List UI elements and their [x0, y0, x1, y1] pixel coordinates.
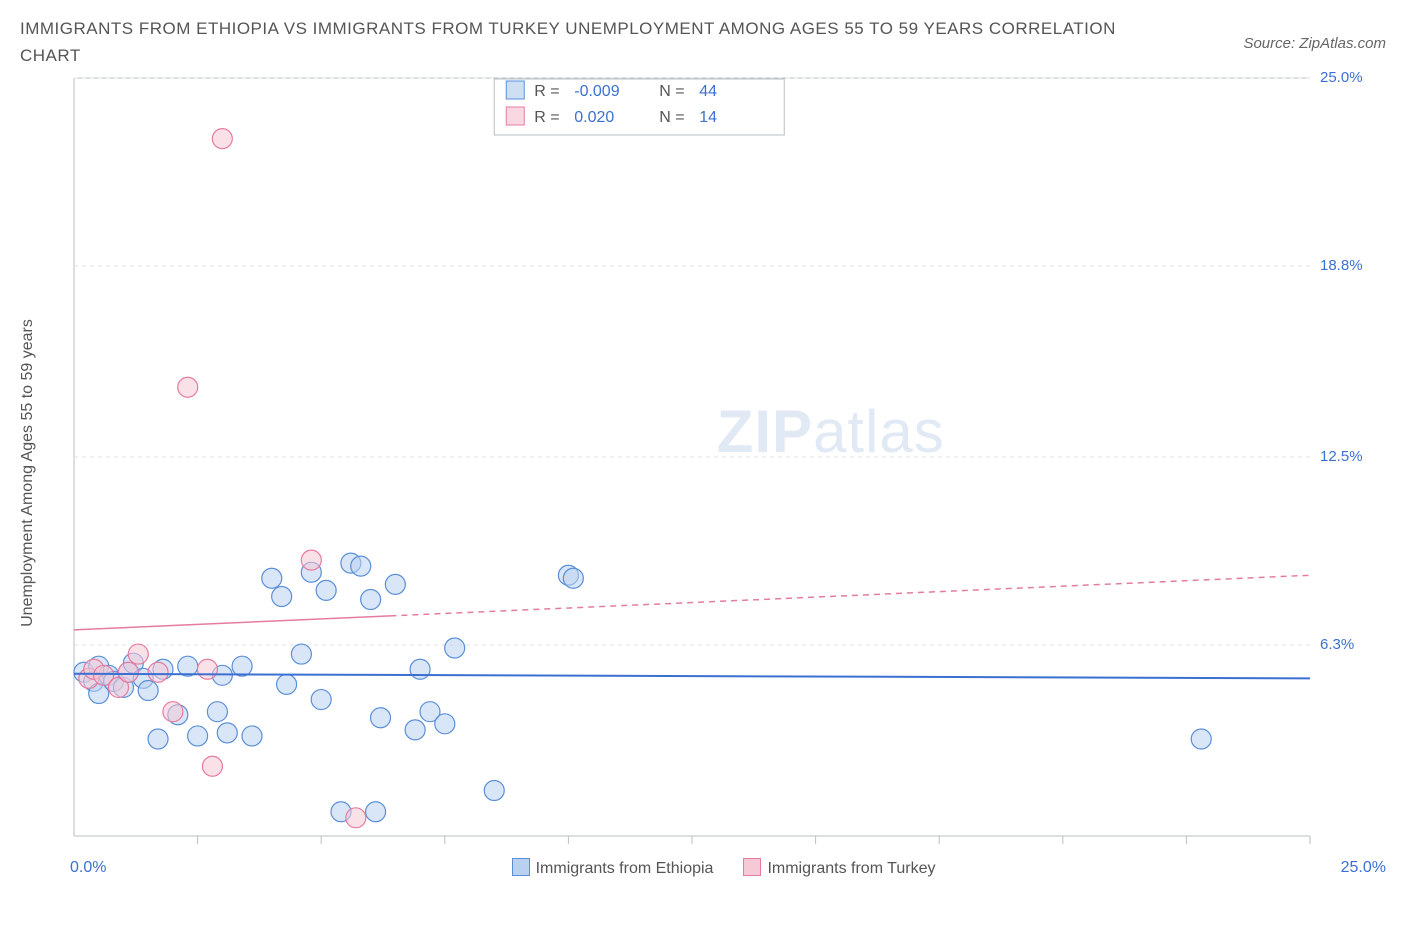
legend-swatch [512, 858, 530, 876]
y-tick-label: 12.5% [1320, 448, 1363, 465]
data-point [212, 129, 232, 149]
y-axis-label: Unemployment Among Ages 55 to 59 years [19, 320, 37, 628]
data-point [316, 581, 336, 601]
data-point [138, 681, 158, 701]
data-point [445, 638, 465, 658]
bottom-legend: 0.0% Immigrants from EthiopiaImmigrants … [70, 858, 1386, 878]
data-point [371, 708, 391, 728]
data-point [197, 660, 217, 680]
svg-text:R =: R = [534, 109, 559, 126]
svg-text:14: 14 [699, 109, 717, 126]
data-point [232, 657, 252, 677]
data-point [346, 808, 366, 828]
data-point [148, 729, 168, 749]
svg-text:44: 44 [699, 83, 717, 100]
trend-line [74, 616, 390, 630]
data-point [484, 781, 504, 801]
data-point [410, 660, 430, 680]
legend-item: Immigrants from Ethiopia [512, 858, 714, 878]
data-point [405, 720, 425, 740]
data-point [311, 690, 331, 710]
data-point [202, 757, 222, 777]
data-point [242, 726, 262, 746]
data-point [366, 802, 386, 822]
data-point [163, 702, 183, 722]
data-point [188, 726, 208, 746]
data-point [128, 644, 148, 664]
data-point [435, 714, 455, 734]
data-point [301, 550, 321, 570]
data-point [385, 575, 405, 595]
svg-text:R =: R = [534, 83, 559, 100]
x-axis-max-label: 25.0% [1341, 859, 1386, 877]
legend-label: Immigrants from Turkey [767, 860, 935, 877]
svg-text:0.020: 0.020 [574, 109, 614, 126]
data-point [291, 644, 311, 664]
data-point [1191, 729, 1211, 749]
chart-title: IMMIGRANTS FROM ETHIOPIA VS IMMIGRANTS F… [20, 15, 1120, 69]
y-tick-label: 6.3% [1320, 636, 1354, 653]
svg-text:-0.009: -0.009 [574, 83, 619, 100]
data-point [563, 569, 583, 589]
data-point [178, 378, 198, 398]
data-point [272, 587, 292, 607]
data-point [351, 557, 371, 577]
data-point [361, 590, 381, 610]
data-point [118, 663, 138, 683]
series-legend: Immigrants from Ethiopia Immigrants from … [512, 858, 936, 878]
svg-text:N =: N = [659, 109, 684, 126]
legend-swatch [743, 858, 761, 876]
legend-label: Immigrants from Ethiopia [536, 860, 714, 877]
x-axis-min-label: 0.0% [70, 859, 106, 877]
scatter-plot: R =-0.009N =44R =0.020N =14 25.0%18.8%12… [70, 74, 1386, 854]
source-attribution: Source: ZipAtlas.com [1243, 35, 1386, 52]
data-point [217, 723, 237, 743]
svg-text:N =: N = [659, 83, 684, 100]
y-tick-label: 25.0% [1320, 69, 1363, 86]
data-point [277, 675, 297, 695]
trend-line [74, 674, 1310, 679]
trend-line [390, 576, 1310, 617]
data-point [207, 702, 227, 722]
stats-legend: R = -0.009 N = 44 R = 0.020 N = 14 [494, 79, 784, 135]
data-point [262, 569, 282, 589]
legend-item: Immigrants from Turkey [743, 858, 935, 878]
y-tick-label: 18.8% [1320, 257, 1363, 274]
data-point [148, 663, 168, 683]
